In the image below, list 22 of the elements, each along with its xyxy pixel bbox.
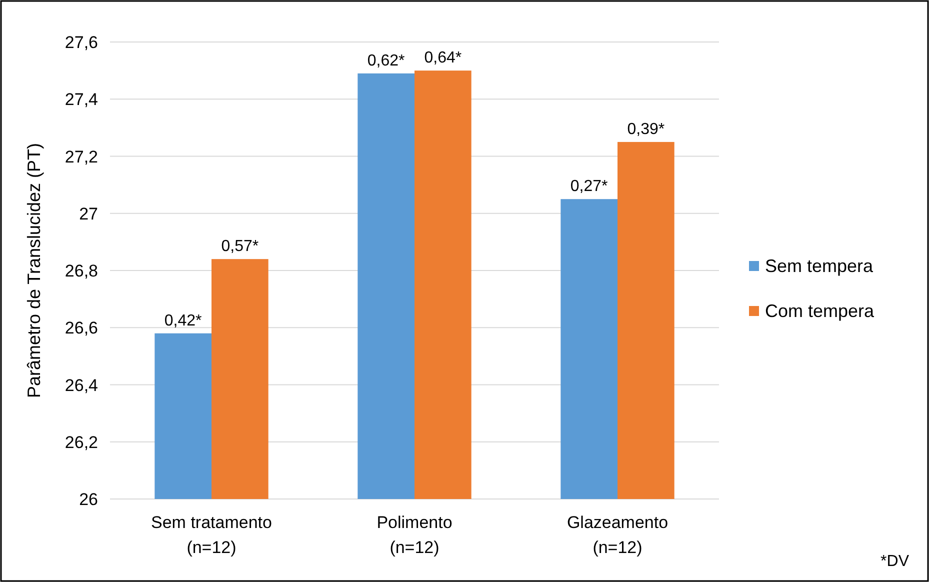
annotation: 0,57* — [221, 238, 259, 256]
y-tick-label: 27 — [79, 204, 98, 224]
y-tick-label: 27,2 — [64, 147, 98, 166]
annotation: 0,42* — [164, 312, 202, 330]
y-tick-label: 26 — [79, 490, 98, 509]
y-tick-label: 26,6 — [64, 318, 98, 338]
y-tick-label: 27,6 — [64, 33, 98, 52]
y-axis-title: Parâmetro de Translucidez (PT) — [24, 142, 44, 398]
x-tick-label: Glazeamento (n=12) — [566, 513, 668, 557]
x-tick-label: Sem tratamento (n=12) — [151, 513, 272, 557]
annotation: 0,27* — [570, 178, 608, 196]
y-tick-label: 26,4 — [64, 376, 98, 395]
annotation: 0,62* — [367, 52, 405, 70]
text: *DV — [880, 553, 910, 570]
y-tick-label: 26,8 — [64, 262, 98, 280]
legend-label: Sem tempera — [765, 256, 874, 276]
y-tick-label: 26,2 — [64, 432, 98, 452]
y-tick-label: 27,4 — [64, 90, 98, 110]
annotation: 0,39* — [627, 120, 665, 138]
legend-label: Com tempera — [765, 301, 876, 321]
x-tick-label: Polimento (n=12) — [376, 513, 452, 557]
annotation: 0,64* — [424, 50, 462, 67]
